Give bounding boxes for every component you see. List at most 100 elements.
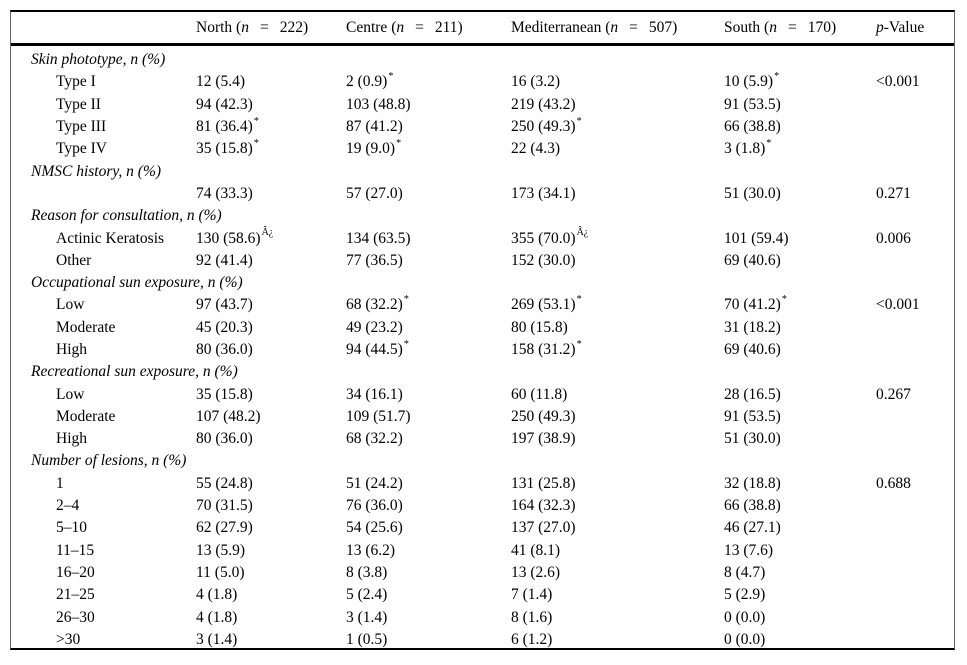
value-cell-north: 12 (5.4) <box>196 73 346 91</box>
value-cell-mediterranean: 22 (4.3) <box>511 140 724 158</box>
cell-value: 94 (44.5) <box>346 341 403 358</box>
table-row: 26–30 4 (1.8) 3 (1.4) 8 (1.6) 0 (0.0) <box>11 606 954 628</box>
value-cell-centre: 19 (9.0)* <box>346 138 511 158</box>
column-header-south: South (n = 170) <box>724 19 876 37</box>
value-cell-mediterranean: 269 (53.1)* <box>511 295 724 314</box>
value-cell-mediterranean: 8 (1.6) <box>511 609 724 627</box>
cell-value: 250 (49.3) <box>511 407 576 425</box>
column-header-centre: Centre (n = 211) <box>346 19 511 37</box>
value-cell-north: 55 (24.8) <box>196 475 346 493</box>
table-row: 74 (33.3) 57 (27.0) 173 (34.1) 51 (30.0) 0.2… <box>11 183 954 205</box>
row-label: 26–30 <box>56 608 95 626</box>
header-count: 211) <box>434 18 463 36</box>
row-label: Other <box>56 251 92 269</box>
value-cell-centre: 76 (36.0) <box>346 497 511 515</box>
cell-value: 80 (36.0) <box>196 430 253 448</box>
cell-value: 16 (3.2) <box>511 73 561 91</box>
value-cell-mediterranean: 41 (8.1) <box>511 542 724 560</box>
value-cell-centre: 68 (32.2) <box>346 430 511 448</box>
cell-value: 68 (32.2) <box>346 296 403 314</box>
value-cell-south: 66 (38.8) <box>724 118 876 136</box>
value-cell-centre: 1 (0.5) <box>346 631 511 649</box>
value-cell-south: 5 (2.9) <box>724 586 876 604</box>
value-cell-south: 66 (38.8) <box>724 497 876 515</box>
cell-value: 49 (23.2) <box>346 318 403 336</box>
section-header-row: Recreational sun exposure, n (%) <box>11 361 954 383</box>
cell-value: 92 (41.4) <box>196 251 253 269</box>
value-cell-south: 91 (53.5) <box>724 408 876 426</box>
row-label: High <box>56 341 87 358</box>
pvalue-cell: <0.001 <box>876 296 920 314</box>
value-cell-mediterranean: 219 (43.2) <box>511 96 724 114</box>
cell-value: 13 (2.6) <box>511 563 561 581</box>
cell-value: 13 (7.6) <box>724 541 774 559</box>
value-cell-south: 69 (40.6) <box>724 341 876 359</box>
row-label: >30 <box>56 630 81 648</box>
header-text: Mediterranean ( <box>511 18 611 36</box>
cell-value: 3 (1.8) <box>724 140 766 158</box>
cell-value: 355 (70.0) <box>511 229 576 247</box>
pvalue-cell: 0.271 <box>876 184 911 202</box>
cell-value: 137 (27.0) <box>511 519 576 537</box>
value-cell-south: 91 (53.5) <box>724 96 876 114</box>
table-row: >30 3 (1.4) 1 (0.5) 6 (1.2) 0 (0.0) <box>11 629 954 651</box>
value-cell-mediterranean: 355 (70.0)Â¿ <box>511 228 724 248</box>
header-count: 507) <box>648 18 678 36</box>
cell-value: 81 (36.4) <box>196 118 253 136</box>
cell-value: 109 (51.7) <box>346 407 411 425</box>
value-cell-south: 51 (30.0) <box>724 185 876 203</box>
cell-value: 76 (36.0) <box>346 497 403 515</box>
section-header-row: Reason for consultation, n (%) <box>11 205 954 227</box>
table-row: Actinic Keratosis 130 (58.6)Â¿ 134 (63.5) 3… <box>11 227 954 249</box>
header-count: 170) <box>807 18 837 36</box>
cell-value: 11 (5.0) <box>196 563 245 581</box>
table-row: 21–25 4 (1.8) 5 (2.4) 7 (1.4) 5 (2.9) <box>11 584 954 606</box>
cell-value: 12 (5.4) <box>196 73 246 91</box>
value-cell-north: 45 (20.3) <box>196 319 346 337</box>
table-row: Moderate 45 (20.3) 49 (23.2) 80 (15.8) 31 (1… <box>11 317 954 339</box>
significance-marker: * <box>253 115 259 127</box>
value-cell-mediterranean: 158 (31.2)* <box>511 339 724 359</box>
table-row: Type II 94 (42.3) 103 (48.8) 219 (43.2) 91 (… <box>11 94 954 116</box>
cell-value: 1 (0.5) <box>346 630 388 648</box>
value-cell-mediterranean: 16 (3.2) <box>511 73 724 91</box>
header-text: North ( <box>196 18 242 36</box>
value-cell-mediterranean: 7 (1.4) <box>511 586 724 604</box>
cell-value: 35 (15.8) <box>196 140 253 158</box>
cell-value: 35 (15.8) <box>196 385 253 403</box>
value-cell-north: 35 (15.8)* <box>196 139 346 158</box>
cell-value: 91 (53.5) <box>724 95 781 113</box>
header-p-symbol: p <box>876 18 884 36</box>
cell-value: 2 (0.9) <box>346 73 388 91</box>
value-cell-mediterranean: 137 (27.0) <box>511 519 724 537</box>
cell-value: 22 (4.3) <box>511 140 561 158</box>
row-label: Type IV <box>56 140 107 158</box>
cell-value: 197 (38.9) <box>511 430 576 448</box>
significance-marker: * <box>576 115 582 127</box>
value-cell-centre: 2 (0.9)* <box>346 72 511 91</box>
header-text: South ( <box>724 18 770 36</box>
significance-marker: * <box>396 138 402 150</box>
row-label: 11–15 <box>56 541 95 559</box>
cell-value: 91 (53.5) <box>724 407 781 425</box>
pvalue-cell: 0.688 <box>876 474 911 492</box>
value-cell-centre: 87 (41.2) <box>346 118 511 136</box>
cell-value: 10 (5.9) <box>724 73 774 91</box>
significance-marker: * <box>766 138 772 150</box>
cell-value: 34 (16.1) <box>346 385 403 403</box>
cell-value: 3 (1.4) <box>346 608 388 626</box>
value-cell-mediterranean: 197 (38.9) <box>511 430 724 448</box>
cell-value: 134 (63.5) <box>346 229 411 247</box>
value-cell-mediterranean: 250 (49.3)* <box>511 115 724 136</box>
row-label: Type III <box>56 118 107 136</box>
cell-value: 60 (11.8) <box>511 385 568 403</box>
cell-value: 66 (38.8) <box>724 497 781 515</box>
significance-marker: * <box>403 338 409 350</box>
table-row: 16–20 11 (5.0) 8 (3.8) 13 (2.6) 8 (4.7) <box>11 562 954 584</box>
cell-value: 158 (31.2) <box>511 341 576 358</box>
cell-value: 66 (38.8) <box>724 118 781 136</box>
cell-value: 6 (1.2) <box>511 630 553 648</box>
value-cell-north: 62 (27.9) <box>196 519 346 537</box>
row-label: Type I <box>56 73 96 91</box>
row-label: Actinic Keratosis <box>56 229 165 247</box>
